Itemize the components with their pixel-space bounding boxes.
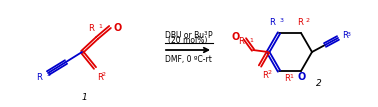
- Text: R: R: [36, 73, 42, 82]
- Text: O: O: [232, 32, 240, 42]
- Text: 3: 3: [47, 73, 51, 77]
- Text: 2: 2: [316, 79, 322, 88]
- Text: 2: 2: [102, 73, 106, 77]
- Text: R: R: [342, 31, 348, 41]
- Text: R: R: [297, 18, 303, 27]
- Text: 2: 2: [267, 71, 271, 76]
- Text: 1: 1: [249, 37, 253, 42]
- Text: P: P: [207, 30, 212, 39]
- Text: DMF, 0 ºC-rt: DMF, 0 ºC-rt: [164, 54, 211, 63]
- Text: R: R: [269, 18, 275, 27]
- Text: 3: 3: [204, 31, 208, 36]
- Text: 3: 3: [280, 18, 284, 23]
- Text: O: O: [298, 72, 306, 82]
- Text: 1: 1: [289, 74, 293, 79]
- Text: R: R: [284, 74, 290, 83]
- Text: 2: 2: [305, 18, 309, 23]
- Text: (20 mol%): (20 mol%): [168, 36, 208, 45]
- Text: R: R: [238, 37, 244, 47]
- Text: DBU or Bu: DBU or Bu: [166, 30, 204, 39]
- Text: 3: 3: [347, 31, 351, 36]
- Text: 1: 1: [81, 94, 87, 103]
- Text: O: O: [114, 23, 122, 33]
- Text: R: R: [97, 73, 103, 82]
- Text: R: R: [262, 71, 268, 80]
- Text: 1: 1: [98, 24, 102, 28]
- Text: R: R: [88, 24, 94, 33]
